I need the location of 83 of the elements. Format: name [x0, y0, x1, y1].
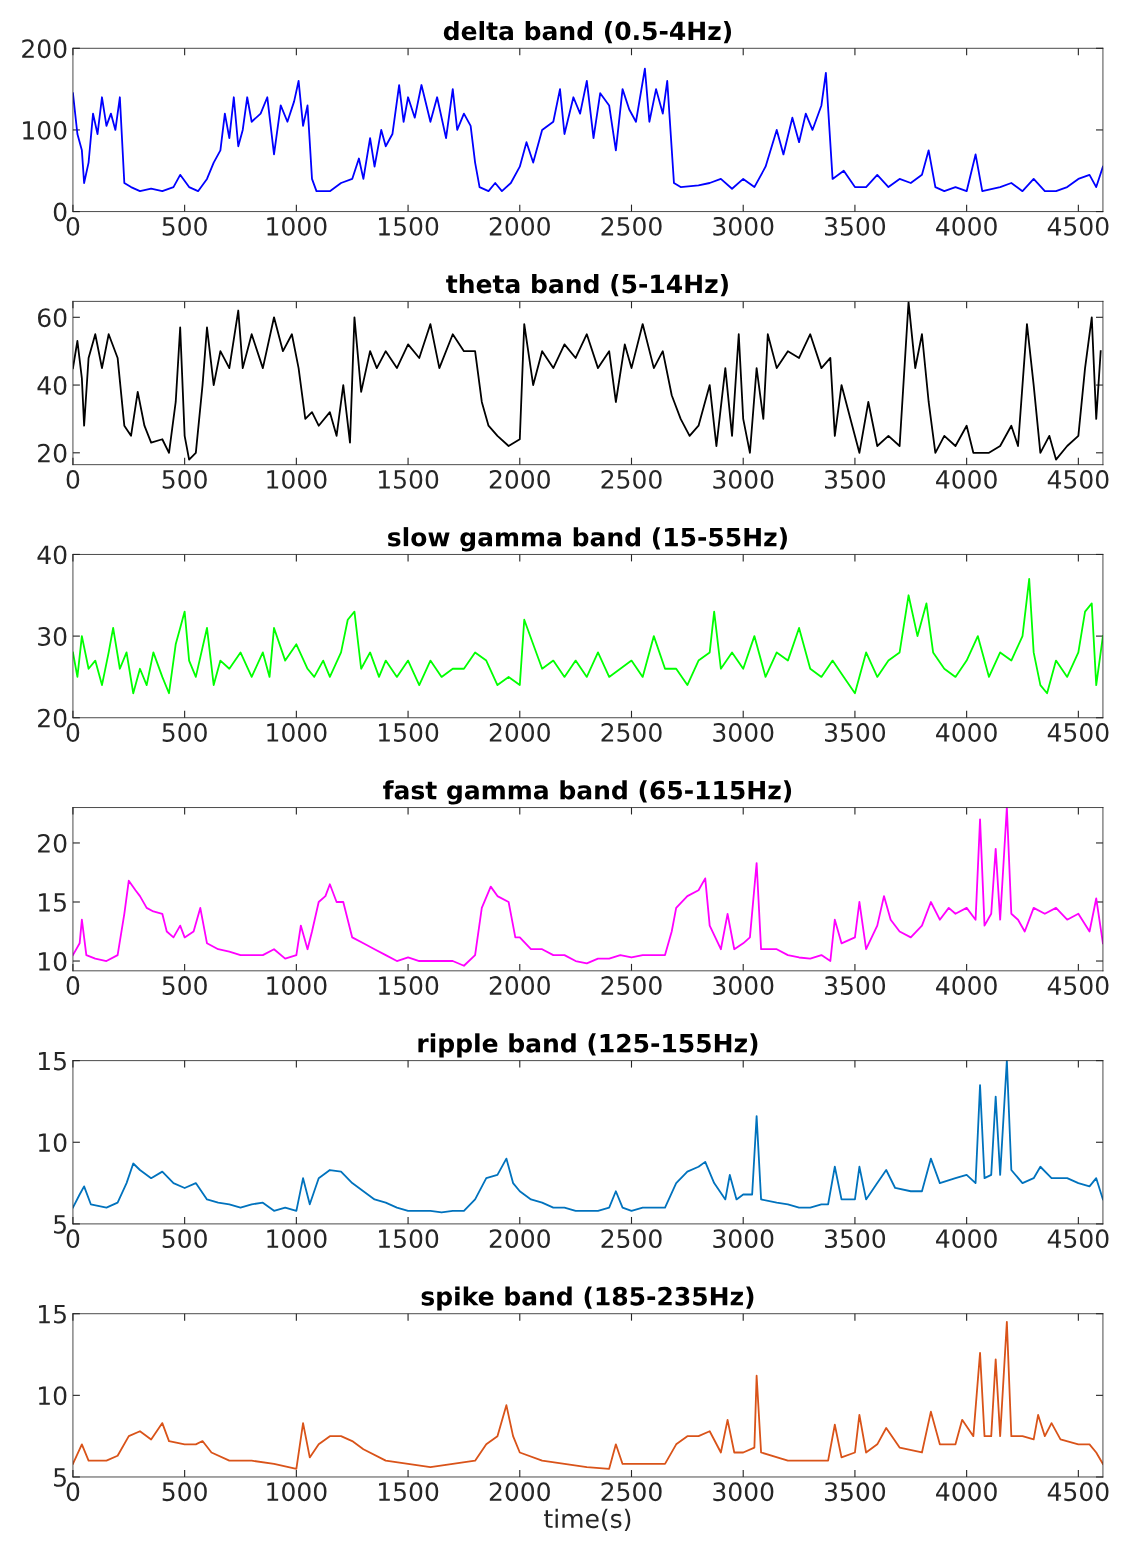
- x-tick-label: 3000: [713, 469, 774, 489]
- x-tick-label: 4500: [1047, 723, 1109, 742]
- x-tick-label: 1500: [379, 1229, 439, 1249]
- y-tick-label: 10: [39, 1133, 67, 1153]
- x-tick-label: 4500: [1047, 216, 1109, 236]
- x-tick-label: 2500: [601, 469, 662, 489]
- chart-title: slow gamma band (15-55Hz): [388, 527, 787, 552]
- x-tick-label: 500: [162, 469, 207, 489]
- x-tick-label: 3000: [713, 723, 774, 742]
- y-tick-label: 40: [37, 545, 67, 565]
- y-tick-label: 15: [39, 1051, 66, 1071]
- x-tick-label: 4000: [936, 469, 997, 489]
- y-tick-label: 5: [54, 1215, 66, 1234]
- y-tick-label: 200: [22, 39, 67, 59]
- y-tick-label: 40: [37, 375, 67, 395]
- y-tick-label: 5: [54, 1468, 66, 1487]
- chart-title: delta band (0.5-4Hz): [443, 20, 732, 44]
- chart-title: theta band (5-14Hz): [446, 274, 728, 297]
- y-tick-label: 15: [39, 893, 66, 912]
- x-tick-label: 1000: [267, 1229, 327, 1249]
- x-tick-label: 2500: [601, 216, 662, 236]
- x-tick-label: 1500: [379, 216, 439, 236]
- x-tick-label: 500: [162, 1229, 207, 1249]
- x-tick-label: 1000: [267, 723, 327, 742]
- x-tick-label: 4000: [936, 1229, 997, 1249]
- x-tick-label: 1000: [267, 976, 327, 996]
- x-tick-label: 0: [66, 723, 80, 742]
- x-tick-label: 1500: [379, 723, 439, 742]
- x-axis-title: time(s): [544, 1508, 631, 1532]
- x-tick-label: 1000: [267, 469, 327, 489]
- x-tick-label: 2000: [489, 216, 550, 236]
- y-tick-label: 10: [39, 951, 67, 971]
- chart-title: fast gamma band (65-115Hz): [383, 780, 792, 805]
- x-tick-label: 1000: [267, 216, 327, 236]
- x-tick-label: 2000: [489, 1482, 550, 1502]
- x-tick-label: 4500: [1047, 1482, 1109, 1502]
- x-tick-label: 4000: [936, 723, 997, 742]
- y-tick-label: 100: [23, 120, 67, 140]
- x-tick-label: 1000: [267, 1482, 327, 1502]
- y-tick-label: 10: [39, 1386, 67, 1406]
- x-tick-label: 4000: [936, 216, 997, 236]
- y-tick-label: 20: [38, 708, 67, 728]
- y-tick-label: 60: [38, 308, 67, 328]
- y-tick-label: 20: [38, 443, 67, 463]
- line-series: [72, 1320, 1103, 1470]
- x-tick-label: 1500: [379, 469, 439, 489]
- x-tick-label: 2000: [489, 469, 550, 489]
- x-tick-label: 3500: [825, 976, 886, 996]
- x-tick-label: 3500: [825, 1229, 886, 1249]
- x-tick-label: 2000: [489, 976, 550, 996]
- x-tick-label: 1500: [379, 1482, 439, 1502]
- x-tick-label: 4500: [1047, 469, 1109, 489]
- x-tick-label: 3000: [713, 216, 774, 236]
- x-tick-label: 4500: [1047, 1229, 1109, 1249]
- x-tick-label: 3000: [713, 1229, 774, 1249]
- x-tick-label: 500: [162, 976, 207, 996]
- x-tick-label: 2500: [601, 976, 662, 996]
- x-tick-label: 500: [162, 1482, 207, 1502]
- x-tick-label: 3500: [825, 723, 886, 742]
- y-tick-label: 0: [53, 202, 67, 222]
- chart-title: spike band (185-235Hz): [421, 1286, 754, 1311]
- x-tick-label: 3000: [713, 976, 774, 996]
- y-tick-label: 20: [38, 833, 67, 853]
- x-tick-label: 2500: [601, 1482, 662, 1502]
- chart-title: ripple band (125-155Hz): [418, 1033, 758, 1058]
- y-tick-label: 30: [38, 627, 67, 646]
- y-tick-label: 15: [39, 1304, 66, 1324]
- x-tick-label: 4500: [1047, 976, 1109, 996]
- x-tick-label: 2000: [489, 1229, 550, 1249]
- x-tick-label: 4000: [936, 976, 997, 996]
- x-tick-label: 2500: [601, 723, 662, 742]
- x-tick-label: 2000: [489, 723, 550, 742]
- x-tick-label: 2500: [601, 1229, 662, 1249]
- x-tick-label: 3500: [825, 216, 886, 236]
- x-tick-label: 1500: [379, 976, 439, 996]
- x-tick-label: 4000: [936, 1482, 997, 1502]
- x-tick-label: 3000: [713, 1482, 774, 1502]
- line-series: [72, 578, 1103, 695]
- x-tick-label: 500: [162, 216, 207, 236]
- line-series: [72, 67, 1103, 193]
- x-tick-label: 3500: [825, 469, 886, 489]
- x-tick-label: 3500: [825, 1482, 886, 1502]
- x-tick-label: 500: [162, 723, 207, 742]
